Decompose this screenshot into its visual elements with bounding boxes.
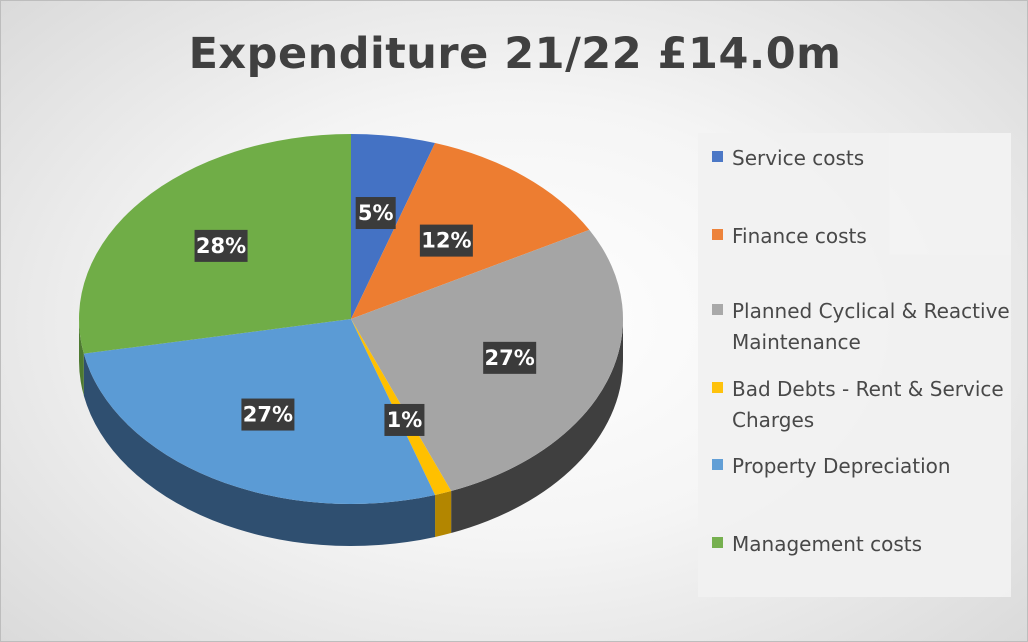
data-label-box — [194, 229, 248, 262]
legend-swatch — [712, 382, 723, 393]
pie-slice-side — [83, 353, 436, 546]
data-label-box — [355, 197, 396, 230]
legend-label: Property Depreciation — [732, 454, 951, 478]
data-label: 27% — [243, 403, 293, 427]
legend-swatch — [712, 151, 723, 162]
legend-label: Planned Cyclical & Reactive Maintenance — [732, 299, 1010, 354]
chart-title: Expenditure 21/22 £14.0m — [188, 29, 842, 79]
data-label: 27% — [485, 346, 535, 370]
legend-label: Finance costs — [732, 224, 867, 248]
pie-slice-side — [435, 491, 452, 537]
data-label: 12% — [421, 229, 471, 253]
legend-label: Management costs — [732, 532, 923, 556]
legend-label: Service costs — [732, 146, 865, 170]
data-label-box — [241, 398, 295, 431]
legend-swatch — [712, 459, 723, 470]
data-label-box — [419, 224, 473, 257]
pie-slice-side — [451, 319, 623, 534]
legend-swatch — [712, 304, 723, 315]
data-label: 28% — [196, 234, 246, 258]
legend-swatch — [712, 229, 723, 240]
legend-label: Bad Debts - Rent & Service Charges — [732, 377, 1004, 432]
pie-slices-group — [78, 134, 624, 505]
pie-data-labels: 5% 12% 27% 1% 27% 28% — [194, 197, 537, 436]
pie-side-group — [79, 319, 623, 546]
data-label-box — [483, 341, 537, 374]
data-label: 1% — [387, 408, 423, 432]
legend-swatch — [712, 537, 723, 548]
data-label: 5% — [358, 201, 394, 225]
data-label-box — [384, 403, 425, 436]
pie-slice-side — [79, 319, 84, 396]
legend: Service costs Finance costs Planned Cycl… — [698, 133, 1011, 597]
